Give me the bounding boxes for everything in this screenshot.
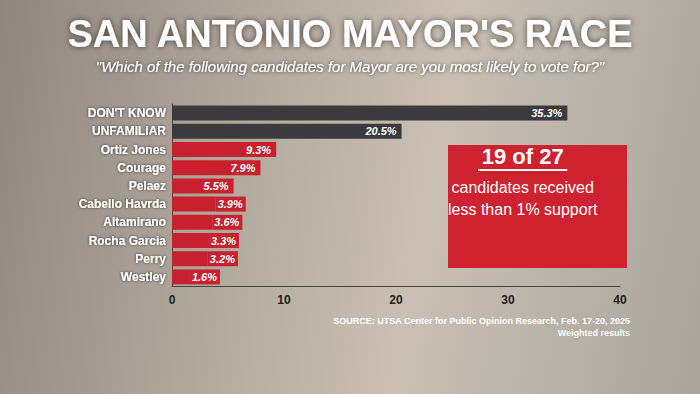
svg-text:Westley: Westley xyxy=(121,270,166,284)
svg-text:1.6%: 1.6% xyxy=(192,271,217,283)
svg-text:19 of 27: 19 of 27 xyxy=(482,144,564,169)
svg-text:Pelaez: Pelaez xyxy=(129,179,166,193)
svg-text:10: 10 xyxy=(277,293,291,307)
svg-text:candidates received: candidates received xyxy=(452,179,594,196)
svg-text:30: 30 xyxy=(501,293,515,307)
svg-text:3.2%: 3.2% xyxy=(210,253,235,265)
svg-text:Altamirano: Altamirano xyxy=(103,215,166,229)
svg-text:3.3%: 3.3% xyxy=(211,235,236,247)
svg-text:"Which of the following candid: "Which of the following candidates for M… xyxy=(96,58,605,75)
svg-text:3.6%: 3.6% xyxy=(214,216,239,228)
svg-text:Ortiz Jones: Ortiz Jones xyxy=(101,143,167,157)
svg-text:7.9%: 7.9% xyxy=(230,162,255,174)
svg-text:40: 40 xyxy=(613,293,627,307)
svg-text:35.3%: 35.3% xyxy=(531,107,562,119)
svg-text:UNFAMILIAR: UNFAMILIAR xyxy=(92,124,166,138)
svg-text:Weighted results: Weighted results xyxy=(558,328,630,338)
svg-text:0: 0 xyxy=(169,293,176,307)
svg-text:Courage: Courage xyxy=(117,161,166,175)
svg-text:DON'T KNOW: DON'T KNOW xyxy=(88,106,167,120)
svg-text:SAN ANTONIO MAYOR'S RACE: SAN ANTONIO MAYOR'S RACE xyxy=(67,13,632,55)
svg-text:20.5%: 20.5% xyxy=(364,125,396,137)
svg-text:9.3%: 9.3% xyxy=(246,144,271,156)
svg-text:5.5%: 5.5% xyxy=(204,180,229,192)
svg-text:3.9%: 3.9% xyxy=(218,198,243,210)
svg-text:less than 1% support: less than 1% support xyxy=(448,201,598,218)
svg-text:Cabello Havrda: Cabello Havrda xyxy=(79,197,167,211)
svg-text:Perry: Perry xyxy=(135,252,166,266)
svg-text:SOURCE: UTSA Center for Public: SOURCE: UTSA Center for Public Opinion R… xyxy=(333,316,630,326)
svg-text:20: 20 xyxy=(389,293,403,307)
svg-text:Rocha Garcia: Rocha Garcia xyxy=(89,234,167,248)
